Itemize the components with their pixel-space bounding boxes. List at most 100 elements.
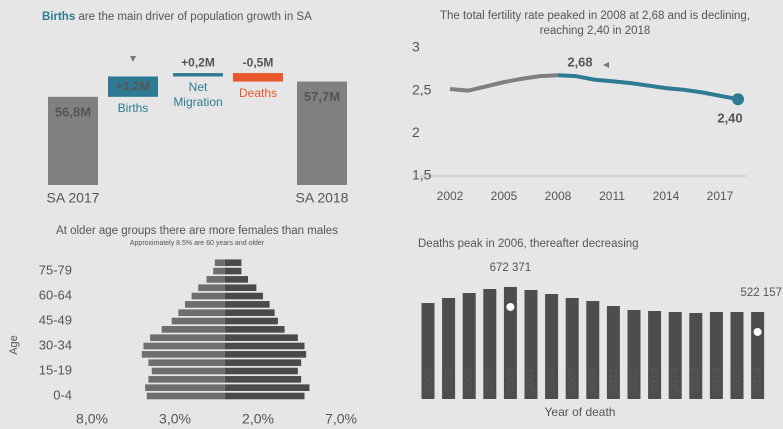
- x-tick-label: 2007: [525, 368, 537, 392]
- pointer-icon: [603, 62, 609, 68]
- bar: [648, 311, 662, 399]
- bar: [178, 309, 225, 316]
- x-tick-label: 2016: [710, 368, 722, 392]
- bar: [224, 351, 307, 358]
- x-tick-label: 2004: [463, 367, 475, 392]
- category-label-text: Net Migration: [173, 80, 223, 110]
- x-tick-label: 2002: [437, 189, 464, 203]
- bar: [545, 294, 559, 399]
- x-tick-label: 2018: [752, 368, 764, 392]
- bar: [146, 392, 225, 400]
- value-label: 56,8M: [55, 104, 91, 119]
- bar: [150, 334, 225, 341]
- value-label: 522 157: [740, 287, 782, 299]
- title-highlight: Births: [42, 11, 75, 23]
- x-tick-label: 2006: [504, 368, 516, 392]
- x-axis-label: Year of death: [545, 405, 616, 419]
- chart-title: reaching 2,40 in 2018: [540, 25, 651, 37]
- x-tick-label: 2009: [566, 368, 578, 392]
- bar: [224, 342, 305, 350]
- category-label: Deaths: [238, 85, 278, 100]
- y-tick-label: 0-4: [53, 387, 72, 402]
- bar: [184, 301, 225, 308]
- x-tick-label: 2013: [649, 368, 661, 392]
- category-label: SA 2017: [47, 190, 100, 206]
- bar: [224, 292, 263, 300]
- line: [557, 73, 739, 102]
- highlight-marker: [753, 327, 762, 336]
- bar: [233, 73, 283, 82]
- x-tick-label: 3,0%: [159, 411, 191, 427]
- x-tick-label: 2,0%: [242, 411, 274, 427]
- bar: [171, 317, 225, 325]
- bar: [730, 312, 744, 399]
- chart-title: The total fertility rate peaked in 2008 …: [440, 10, 750, 22]
- x-tick-label: 2011: [599, 189, 625, 203]
- y-tick-label: 30-34: [39, 337, 72, 352]
- bar: [224, 367, 298, 375]
- bar: [148, 359, 225, 366]
- bar: [173, 73, 223, 77]
- x-tick-label: 2008: [546, 368, 558, 392]
- value-label: 57,7M: [304, 89, 340, 104]
- x-tick-label: 2014: [653, 189, 680, 203]
- bar: [224, 267, 242, 275]
- value-label: 672 371: [490, 262, 532, 274]
- y-tick-label: 60-64: [39, 287, 72, 302]
- category-label-text: Births: [117, 100, 149, 115]
- bar: [108, 76, 158, 97]
- bar: [224, 392, 305, 400]
- bar: [198, 284, 225, 292]
- title-text: are the main driver of population growth…: [78, 11, 312, 23]
- bar: [224, 284, 257, 292]
- category-label: Births: [117, 100, 149, 115]
- bar: [224, 359, 302, 366]
- bar: [48, 96, 98, 185]
- bar: [224, 276, 249, 283]
- bar: [151, 367, 225, 375]
- x-tick-label: 2017: [707, 189, 734, 203]
- bar: [224, 259, 242, 267]
- bar: [213, 267, 225, 275]
- chart-title: Births are the main driver of population…: [42, 11, 312, 23]
- chart-subtitle: Approximately 8.5% are 60 years and olde…: [130, 240, 265, 247]
- bar: [148, 376, 225, 383]
- bar: [606, 306, 620, 399]
- bar: [191, 292, 225, 300]
- bar: [483, 289, 497, 399]
- x-tick-label: 2011: [607, 368, 619, 392]
- bar: [145, 384, 225, 391]
- value-label: 2,68: [567, 55, 592, 70]
- bar: [224, 384, 310, 391]
- bar: [503, 286, 517, 399]
- x-tick-label: 2008: [545, 189, 572, 203]
- y-tick-label: 45-49: [39, 312, 72, 327]
- x-tick-label: 8,0%: [76, 411, 108, 427]
- x-tick-label: 2005: [484, 368, 496, 392]
- bar: [206, 276, 225, 283]
- bar: [689, 313, 703, 399]
- bar: [524, 290, 538, 399]
- bar: [224, 376, 302, 383]
- bar: [421, 303, 435, 399]
- bar: [565, 298, 579, 399]
- value-label: +1,2M: [116, 79, 150, 93]
- bar: [462, 293, 476, 399]
- bar: [709, 312, 723, 399]
- x-tick-label: 2010: [587, 368, 599, 392]
- chart-title: Deaths peak in 2006, thereafter decreasi…: [418, 238, 639, 250]
- category-label: SA 2018: [296, 190, 349, 206]
- x-tick-label: 7,0%: [325, 411, 357, 427]
- y-tick-label: 75-79: [39, 262, 72, 277]
- bar: [224, 317, 278, 325]
- highlight-marker: [506, 302, 515, 311]
- bar: [224, 334, 298, 341]
- bar: [586, 301, 600, 399]
- category-label-text: Deaths: [238, 85, 278, 100]
- y-tick-label: 1,5: [412, 167, 432, 183]
- x-tick-label: 2005: [491, 189, 518, 203]
- bar: [143, 342, 225, 350]
- x-tick-label: 2014: [669, 367, 681, 392]
